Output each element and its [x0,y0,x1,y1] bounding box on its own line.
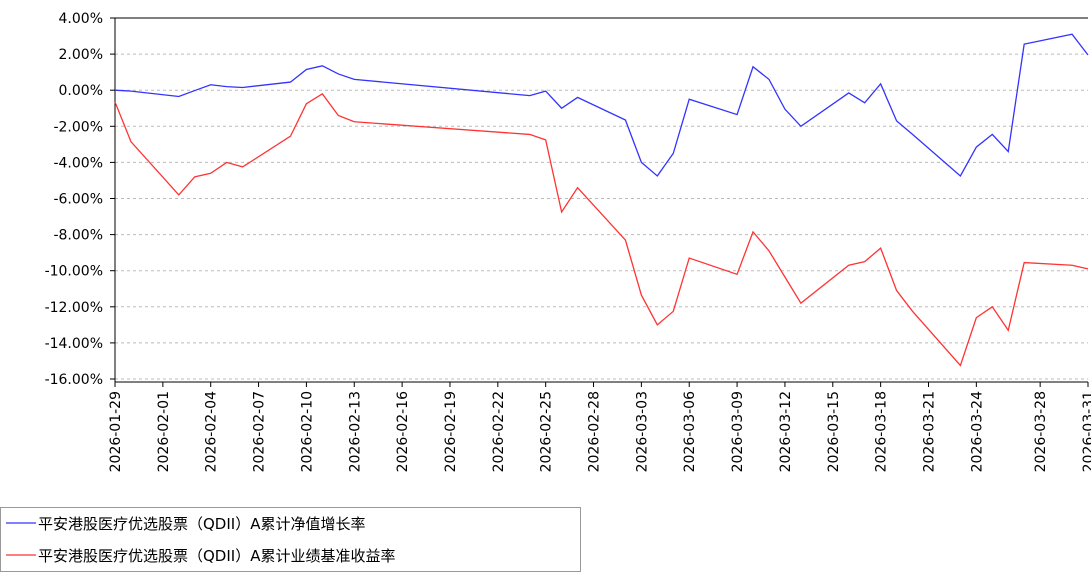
x-tick-label: 2026-01-29 [108,391,124,472]
x-tick-label: 2026-03-09 [730,391,746,472]
legend-label: 平安港股医疗优选股票（QDII）A累计业绩基准收益率 [38,547,395,565]
series-line [114,33,1089,177]
x-tick-label: 2026-03-21 [921,391,937,472]
x-tick-label: 2026-03-18 [874,391,890,472]
x-tick-label: 2026-03-15 [826,391,842,472]
y-tick-label: 4.00% [59,11,103,27]
x-tick-label: 2026-03-28 [1033,391,1049,472]
x-tick-label: 2026-02-04 [204,391,220,472]
y-tick-label: -8.00% [53,228,103,244]
y-tick-label: -2.00% [53,119,103,135]
y-tick-label: -4.00% [53,155,103,171]
legend-label: 平安港股医疗优选股票（QDII）A累计净值增长率 [38,515,365,533]
y-tick-label: -6.00% [53,192,103,208]
x-tick-label: 2026-02-22 [491,391,507,472]
x-tick-label: 2026-02-19 [443,391,459,472]
x-tick-label: 2026-02-13 [347,391,363,472]
y-tick-label: -12.00% [45,300,103,316]
x-tick-label: 2026-02-16 [395,391,411,472]
x-tick-label: 2026-03-31 [1081,391,1091,472]
series-line [114,92,1089,367]
x-tick-label: 2026-02-07 [252,391,268,472]
x-tick-label: 2026-02-10 [299,391,315,472]
y-tick-label: 0.00% [59,83,103,99]
x-tick-label: 2026-03-24 [969,391,985,472]
x-tick-label: 2026-03-12 [778,391,794,472]
x-tick-label: 2026-02-28 [587,391,603,472]
y-tick-label: -16.00% [45,372,103,388]
y-tick-label: -14.00% [45,336,103,352]
x-tick-label: 2026-02-01 [156,391,172,472]
y-tick-label: -10.00% [45,264,103,280]
x-tick-label: 2026-03-06 [682,391,698,472]
x-tick-label: 2026-02-25 [539,391,555,472]
x-tick-label: 2026-03-03 [634,391,650,472]
y-tick-label: 2.00% [59,47,103,63]
